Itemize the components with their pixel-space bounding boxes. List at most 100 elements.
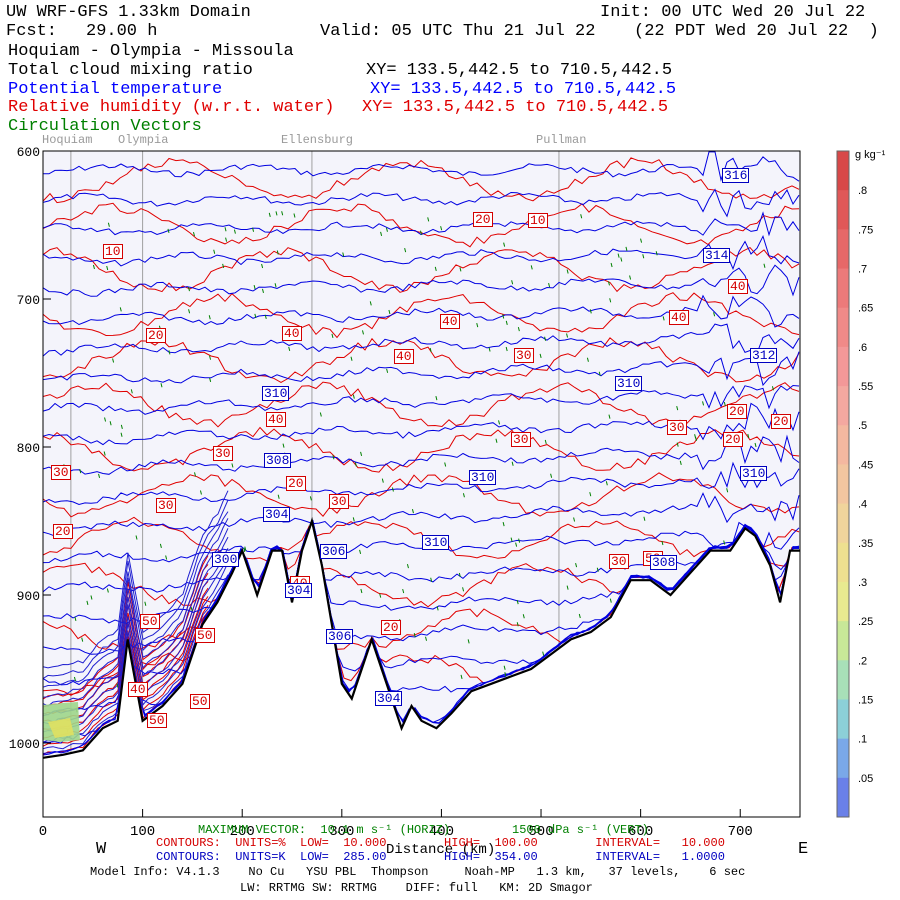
vector-mark [354, 462, 357, 467]
colorbar-swatch [837, 386, 849, 426]
vector-mark [359, 549, 362, 554]
theta-line [42, 522, 799, 756]
vector-mark [425, 636, 427, 641]
vector-mark [420, 230, 423, 235]
rh-contour-label: 10 [103, 244, 123, 259]
vector-mark [609, 598, 612, 603]
theta-contour-label: 314 [703, 248, 731, 263]
vector-mark [430, 577, 433, 582]
theta-contour-label: 310 [740, 466, 768, 481]
theta-contour-label: 310 [262, 386, 290, 401]
colorbar-label: .4 [858, 499, 867, 511]
vector-mark [188, 309, 191, 314]
vector-mark [459, 267, 462, 272]
field-vectors-name: Circulation Vectors [8, 117, 202, 136]
vector-mark [388, 309, 391, 315]
x-tick-label: 200 [230, 824, 255, 840]
colorbar-label: .5 [858, 420, 867, 432]
vector-mark [679, 460, 682, 465]
vector-mark [224, 227, 227, 232]
rh-contour-label: 50 [195, 628, 215, 643]
vector-mark [225, 237, 228, 242]
vector-mark [596, 567, 599, 572]
rh-contour-label: 40 [669, 310, 689, 325]
colorbar-swatch [837, 581, 849, 622]
vector-mark [522, 614, 525, 619]
y-tick-label: 700 [17, 293, 40, 308]
x-tick-label: 400 [429, 824, 454, 840]
vector-mark [505, 320, 508, 326]
colorbar-label: .2 [858, 655, 867, 667]
plot-frame [42, 150, 801, 818]
vector-mark [495, 438, 498, 443]
vector-mark [548, 282, 551, 288]
vector-mark [274, 283, 277, 288]
vector-mark [754, 442, 757, 448]
vector-mark [190, 606, 193, 612]
vector-mark [253, 285, 256, 290]
rh-contour-label: 30 [213, 446, 233, 461]
vector-mark [168, 350, 171, 355]
vector-mark [502, 314, 505, 319]
vector-mark [107, 222, 110, 227]
fcst-label: Fcst: [6, 22, 58, 41]
colorbar-units: g kg⁻¹ [855, 149, 886, 161]
vector-mark [503, 665, 506, 670]
vector-mark [369, 301, 372, 306]
colorbar-swatch [837, 346, 849, 387]
vector-mark [352, 394, 355, 399]
vector-mark [380, 231, 383, 236]
theta-contour-label: 308 [650, 555, 678, 570]
vector-mark [233, 229, 236, 234]
valid-local-time: (22 PDT Wed 20 Jul 22 ) [634, 22, 879, 41]
west-label: W [96, 840, 107, 859]
vector-mark [231, 463, 234, 468]
x-tick-label: 0 [39, 824, 47, 840]
vector-mark [586, 357, 589, 362]
theta-contour-label: 304 [263, 507, 291, 522]
theta-contour-label: 300 [212, 552, 240, 567]
vector-mark [518, 538, 521, 543]
colorbar-frame [836, 150, 850, 818]
vector-mark [605, 481, 608, 486]
rh-contour-label: 10 [528, 213, 548, 228]
vector-mark [539, 353, 542, 359]
rh-contour-label: 30 [514, 348, 534, 363]
vector-mark [109, 421, 112, 426]
colorbar-label: .1 [858, 734, 867, 746]
colorbar-label: .65 [858, 303, 873, 315]
vector-mark [676, 442, 679, 447]
theta-line [42, 351, 800, 387]
vector-mark [120, 424, 123, 429]
vector-mark [723, 401, 726, 407]
colorbar-label: .3 [858, 577, 867, 589]
vector-mark [503, 242, 506, 247]
colorbar-label: .75 [858, 224, 873, 236]
vector-mark [655, 251, 658, 256]
vector-mark [608, 414, 611, 419]
colorbar-swatch [837, 738, 849, 779]
vector-mark [462, 493, 465, 498]
vector-mark [580, 214, 583, 219]
theta-line [42, 384, 800, 415]
vector-mark [293, 213, 296, 218]
field-rh-xy: XY= 133.5,442.5 to 710.5,442.5 [362, 98, 669, 117]
vector-mark [79, 469, 82, 474]
vector-mark [566, 333, 569, 338]
vector-mark [771, 386, 774, 391]
vector-mark [640, 238, 643, 243]
vector-mark [440, 226, 443, 231]
theta-contour-label: 310 [469, 470, 497, 485]
vector-mark [244, 546, 247, 551]
vector-mark [617, 253, 620, 258]
vector-mark [661, 540, 664, 546]
vector-mark [362, 330, 364, 335]
vector-mark [429, 347, 432, 353]
vector-mark [381, 478, 384, 483]
vector-mark [504, 672, 507, 677]
theta-contour-label: 304 [285, 583, 313, 598]
theta-line [42, 234, 800, 271]
rh-contour-label: 20 [473, 212, 493, 227]
y-tick-label: 900 [17, 589, 40, 604]
vector-mark [282, 443, 285, 448]
